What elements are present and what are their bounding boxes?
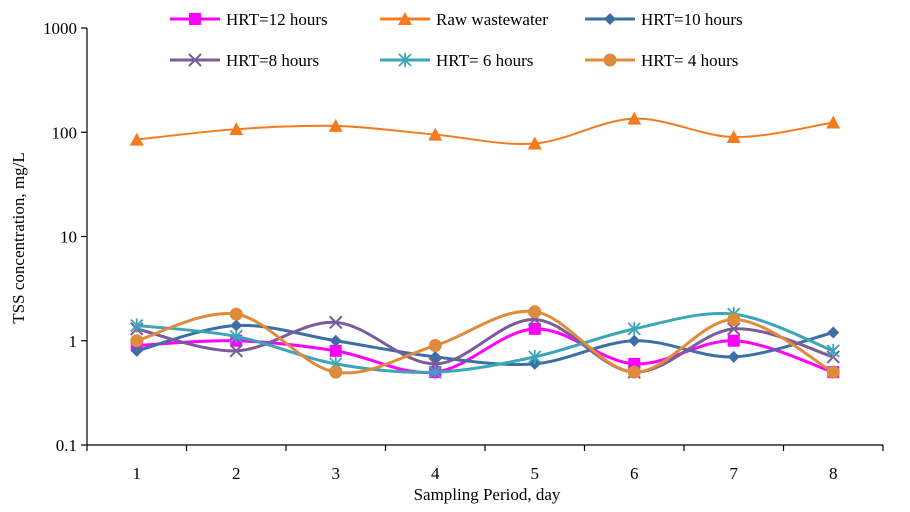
data-point [727, 334, 740, 347]
series-line [135, 323, 835, 367]
x-tick-label: 6 [630, 464, 639, 483]
series-line [135, 309, 835, 375]
data-point [329, 334, 342, 347]
legend: HRT=12 hours Raw wastewater HRT=10 hours HR… [170, 10, 743, 70]
data-point [328, 118, 343, 132]
axes: 0.1 1 10 100 1000 1 2 3 4 5 6 7 8 [43, 19, 884, 483]
data-point [428, 127, 443, 141]
data-point [329, 365, 343, 379]
legend-label: HRT=12 hours [226, 10, 328, 29]
legend-label: HRT= 6 hours [436, 51, 533, 70]
x-tick-label: 4 [431, 464, 440, 483]
data-point [329, 315, 343, 330]
x-tick-label: 8 [829, 464, 838, 483]
data-point [826, 115, 841, 129]
data-point [329, 344, 342, 357]
data-point [230, 319, 243, 332]
data-point [429, 350, 442, 363]
y-tick-label: 100 [52, 123, 78, 142]
data-point [628, 334, 641, 347]
data-point [528, 322, 541, 335]
x-tick-label: 3 [332, 464, 341, 483]
data-point [130, 334, 144, 348]
data-point [827, 326, 840, 339]
data-point [627, 365, 641, 379]
legend-label: Raw wastewater [436, 10, 548, 29]
y-axis-title: TSS concentration, mg/L [9, 152, 28, 323]
legend-label: HRT=8 hours [226, 51, 319, 70]
data-point [229, 344, 243, 358]
legend-item: HRT=10 hours [585, 10, 743, 29]
data-point [727, 350, 740, 363]
data-point [727, 322, 741, 336]
legend-item: HRT= 4 hours [585, 51, 738, 70]
x-tick-label: 2 [232, 464, 241, 483]
data-point [826, 365, 840, 379]
legend-item: HRT= 6 hours [380, 51, 533, 70]
legend-swatch-marker [398, 12, 412, 25]
legend-item: Raw wastewater [380, 10, 548, 29]
series-line [135, 311, 835, 374]
data-point [229, 122, 244, 136]
y-tick-label: 1 [69, 332, 78, 351]
data-point [726, 130, 741, 144]
data-point [727, 312, 741, 326]
series-layer [129, 111, 841, 380]
data-point [130, 344, 143, 357]
y-tick-label: 0.1 [56, 436, 77, 455]
series-line [135, 317, 835, 374]
data-point [428, 339, 442, 353]
y-tick-label: 10 [60, 228, 77, 247]
legend-swatch-marker [603, 53, 617, 67]
data-point [129, 132, 144, 146]
x-tick-label: 1 [133, 464, 142, 483]
data-point [428, 365, 442, 380]
data-point [229, 307, 243, 321]
legend-item: HRT=12 hours [170, 10, 328, 29]
legend-swatch-marker [189, 13, 201, 25]
legend-label: HRT=10 hours [641, 10, 743, 29]
data-point [130, 318, 144, 333]
x-tick-label: 5 [531, 464, 540, 483]
data-point [528, 349, 542, 364]
data-point [527, 136, 542, 150]
data-point [826, 343, 840, 358]
legend-swatch-marker [604, 13, 616, 25]
y-tick-label: 1000 [43, 19, 77, 38]
data-point [627, 321, 641, 336]
series-1 [129, 111, 841, 150]
series-5 [130, 305, 840, 379]
x-tick-label: 7 [730, 464, 739, 483]
legend-swatch-marker [398, 53, 412, 67]
data-point [627, 111, 642, 125]
data-point [229, 329, 243, 344]
data-point [528, 305, 542, 319]
series-4 [130, 307, 840, 380]
legend-item: HRT=8 hours [170, 51, 319, 70]
legend-swatch-marker [188, 53, 202, 67]
legend-label: HRT= 4 hours [641, 51, 738, 70]
x-axis-title: Sampling Period, day [414, 485, 561, 504]
series-line [135, 117, 835, 145]
